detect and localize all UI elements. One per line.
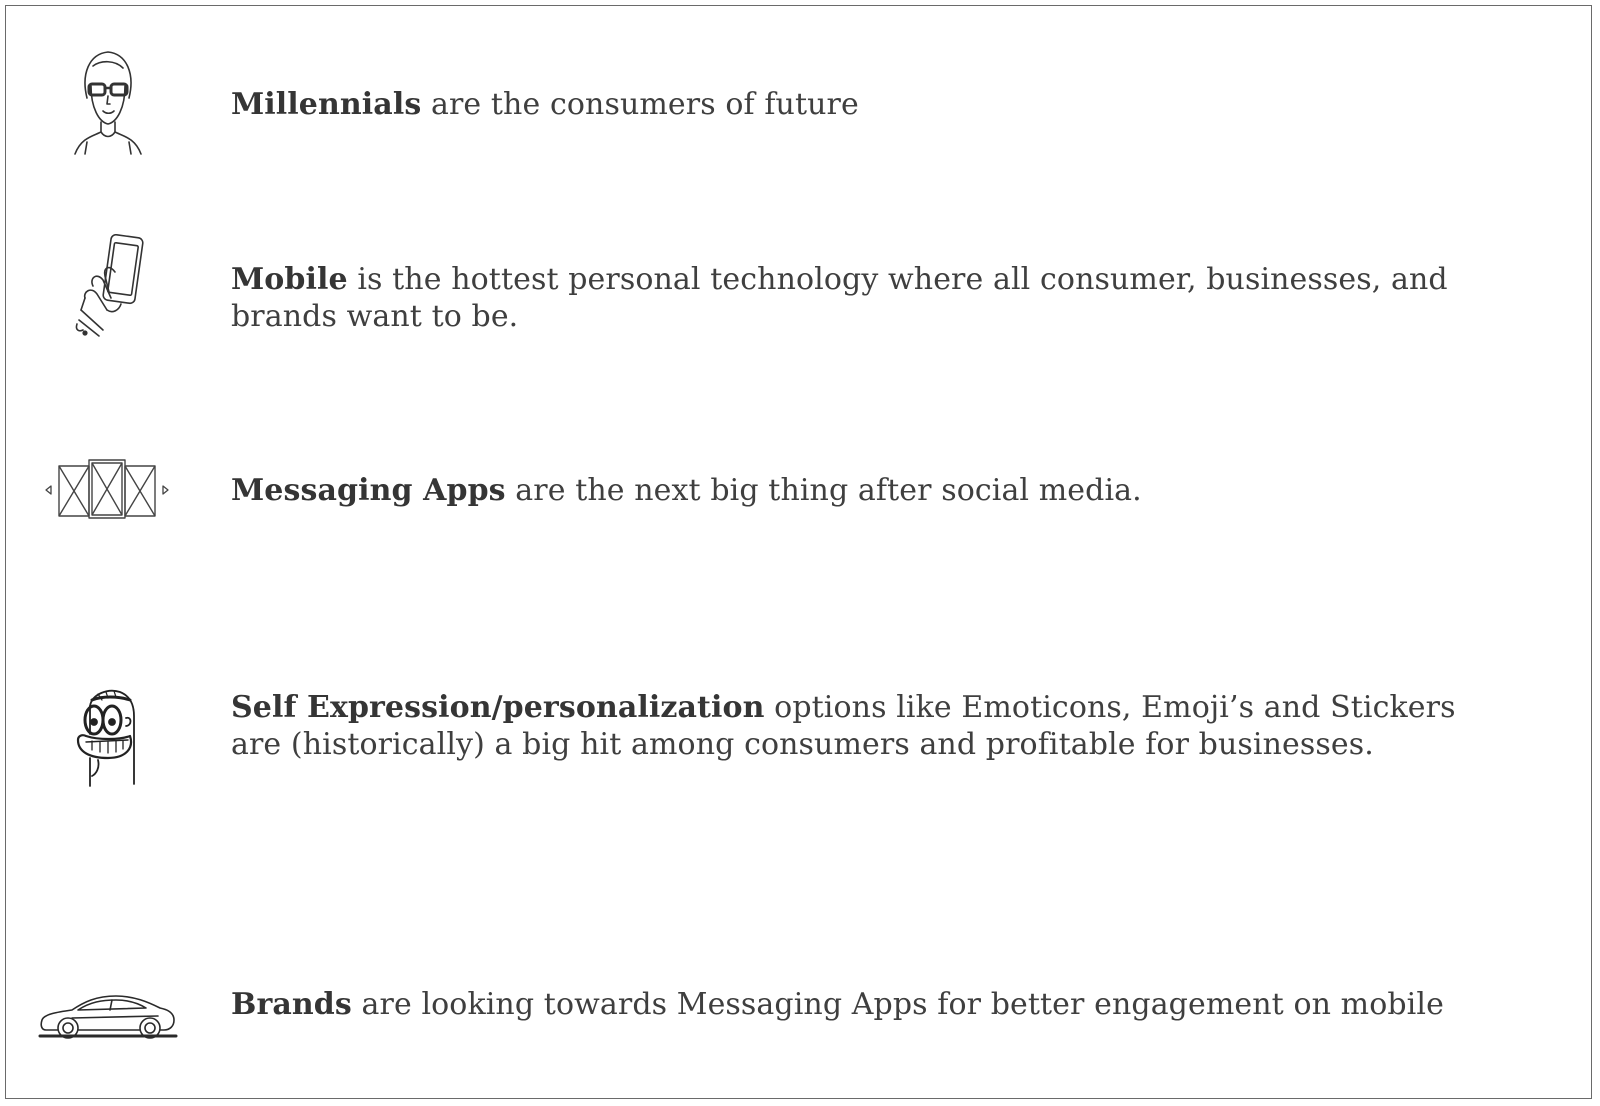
item-bold-term: Messaging Apps [231, 473, 506, 508]
item-bold-term: Millennials [231, 87, 422, 122]
item-description: are looking towards Messaging Apps for b… [351, 987, 1444, 1022]
item-text: Mobile is the hottest personal technolog… [231, 261, 1491, 335]
item-description: are the consumers of future [421, 87, 859, 122]
item-bold-term: Brands [231, 987, 352, 1022]
item-bold-term: Self Expression/personalization [231, 690, 765, 725]
slide-frame: Millennials are the consumers of future [5, 5, 1592, 1099]
item-description: are the next big thing after social medi… [505, 473, 1142, 508]
item-text: Millennials are the consumers of future [231, 86, 1491, 123]
item-text: Brands are looking towards Messaging App… [231, 986, 1491, 1023]
item-text: Messaging Apps are the next big thing af… [231, 472, 1491, 509]
item-bold-term: Mobile [231, 262, 348, 297]
item-description: options like Emoticons, Emoji’s and Stic… [231, 690, 1456, 762]
sports-car-icon [28, 990, 188, 1040]
woman-with-glasses-icon [28, 46, 188, 156]
item-description: is the hottest personal technology where… [231, 262, 1448, 334]
grinning-cartoon-character-icon [28, 686, 188, 790]
item-text: Self Expression/personalization options … [231, 689, 1491, 763]
app-screens-carousel-icon [28, 456, 188, 522]
hand-holding-phone-icon [28, 234, 188, 338]
